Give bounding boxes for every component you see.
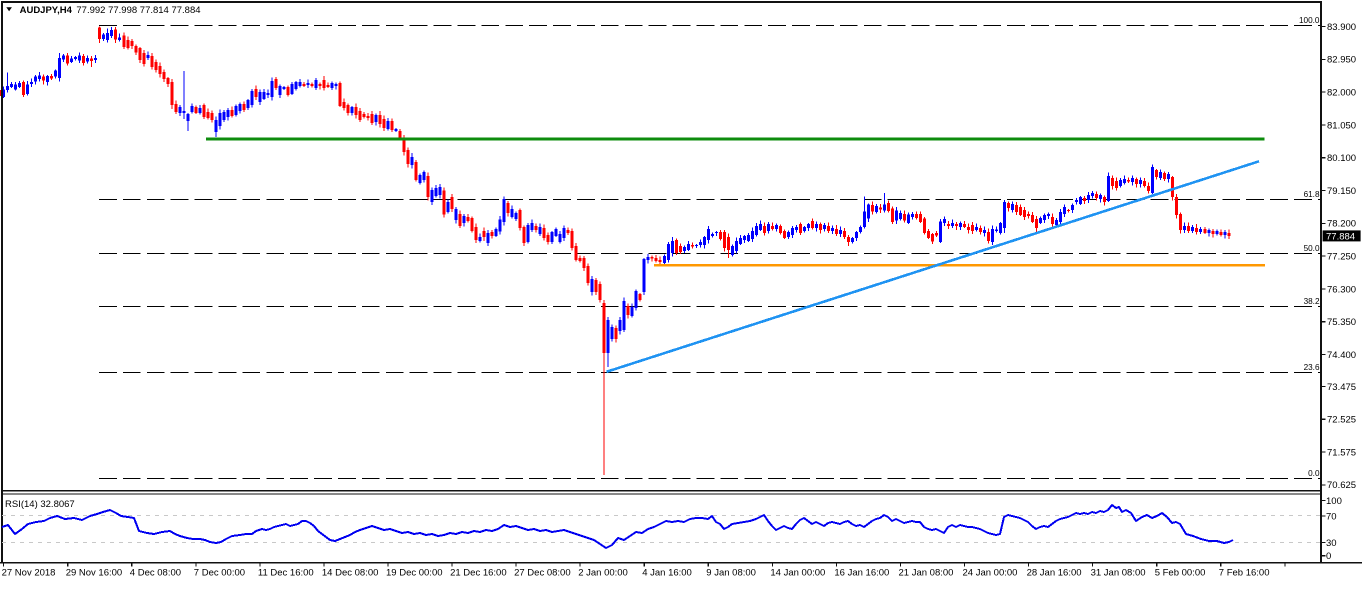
svg-text:78.200: 78.200: [1327, 219, 1356, 230]
svg-text:100.0: 100.0: [1299, 16, 1320, 25]
svg-text:76.300: 76.300: [1327, 284, 1356, 295]
svg-text:83.900: 83.900: [1327, 22, 1356, 33]
svg-text:0: 0: [1326, 551, 1331, 562]
svg-text:21 Dec 16:00: 21 Dec 16:00: [450, 567, 507, 578]
svg-text:RSI(14) 32.8067: RSI(14) 32.8067: [5, 499, 75, 510]
svg-text:50.0: 50.0: [1304, 244, 1320, 253]
svg-text:29 Nov 16:00: 29 Nov 16:00: [66, 567, 123, 578]
svg-text:70.625: 70.625: [1327, 480, 1356, 491]
svg-text:80.100: 80.100: [1327, 153, 1356, 164]
svg-text:11 Dec 16:00: 11 Dec 16:00: [258, 567, 314, 578]
svg-text:100: 100: [1326, 496, 1342, 507]
svg-text:28 Jan 16:00: 28 Jan 16:00: [1027, 567, 1082, 578]
svg-text:19 Dec 00:00: 19 Dec 00:00: [386, 567, 443, 578]
svg-text:0.0: 0.0: [1308, 469, 1320, 478]
svg-text:30: 30: [1326, 538, 1337, 549]
svg-text:73.475: 73.475: [1327, 382, 1356, 393]
svg-text:2 Jan 00:00: 2 Jan 00:00: [578, 567, 628, 578]
svg-text:72.525: 72.525: [1327, 415, 1356, 426]
svg-text:14 Jan 00:00: 14 Jan 00:00: [770, 567, 825, 578]
svg-text:82.950: 82.950: [1327, 55, 1356, 66]
svg-text:4 Dec 08:00: 4 Dec 08:00: [130, 567, 181, 578]
svg-text:23.6: 23.6: [1304, 363, 1320, 372]
svg-text:77.992 77.998 77.814 77.884: 77.992 77.998 77.814 77.884: [76, 5, 200, 16]
svg-text:79.150: 79.150: [1327, 186, 1356, 197]
svg-text:24 Jan 00:00: 24 Jan 00:00: [963, 567, 1018, 578]
svg-text:77.250: 77.250: [1327, 252, 1356, 263]
svg-text:81.050: 81.050: [1327, 120, 1356, 131]
svg-text:9 Jan 08:00: 9 Jan 08:00: [706, 567, 756, 578]
svg-text:AUDJPY,H4: AUDJPY,H4: [20, 5, 73, 16]
svg-text:27 Nov 2018: 27 Nov 2018: [2, 567, 56, 578]
svg-text:75.350: 75.350: [1327, 317, 1356, 328]
svg-text:71.575: 71.575: [1327, 447, 1356, 458]
svg-text:21 Jan 08:00: 21 Jan 08:00: [899, 567, 954, 578]
svg-text:4 Jan 16:00: 4 Jan 16:00: [642, 567, 692, 578]
svg-text:14 Dec 08:00: 14 Dec 08:00: [322, 567, 379, 578]
svg-text:61.8: 61.8: [1304, 190, 1320, 199]
svg-text:7 Dec 00:00: 7 Dec 00:00: [194, 567, 245, 578]
svg-text:7 Feb 16:00: 7 Feb 16:00: [1219, 567, 1270, 578]
svg-text:77.884: 77.884: [1326, 231, 1355, 242]
svg-text:31 Jan 08:00: 31 Jan 08:00: [1091, 567, 1146, 578]
svg-text:27 Dec 08:00: 27 Dec 08:00: [514, 567, 571, 578]
svg-text:5 Feb 00:00: 5 Feb 00:00: [1155, 567, 1206, 578]
svg-text:38.2: 38.2: [1304, 297, 1320, 306]
svg-text:16 Jan 16:00: 16 Jan 16:00: [834, 567, 889, 578]
svg-text:70: 70: [1326, 511, 1337, 522]
svg-text:82.000: 82.000: [1327, 88, 1356, 99]
svg-text:74.400: 74.400: [1327, 350, 1356, 361]
